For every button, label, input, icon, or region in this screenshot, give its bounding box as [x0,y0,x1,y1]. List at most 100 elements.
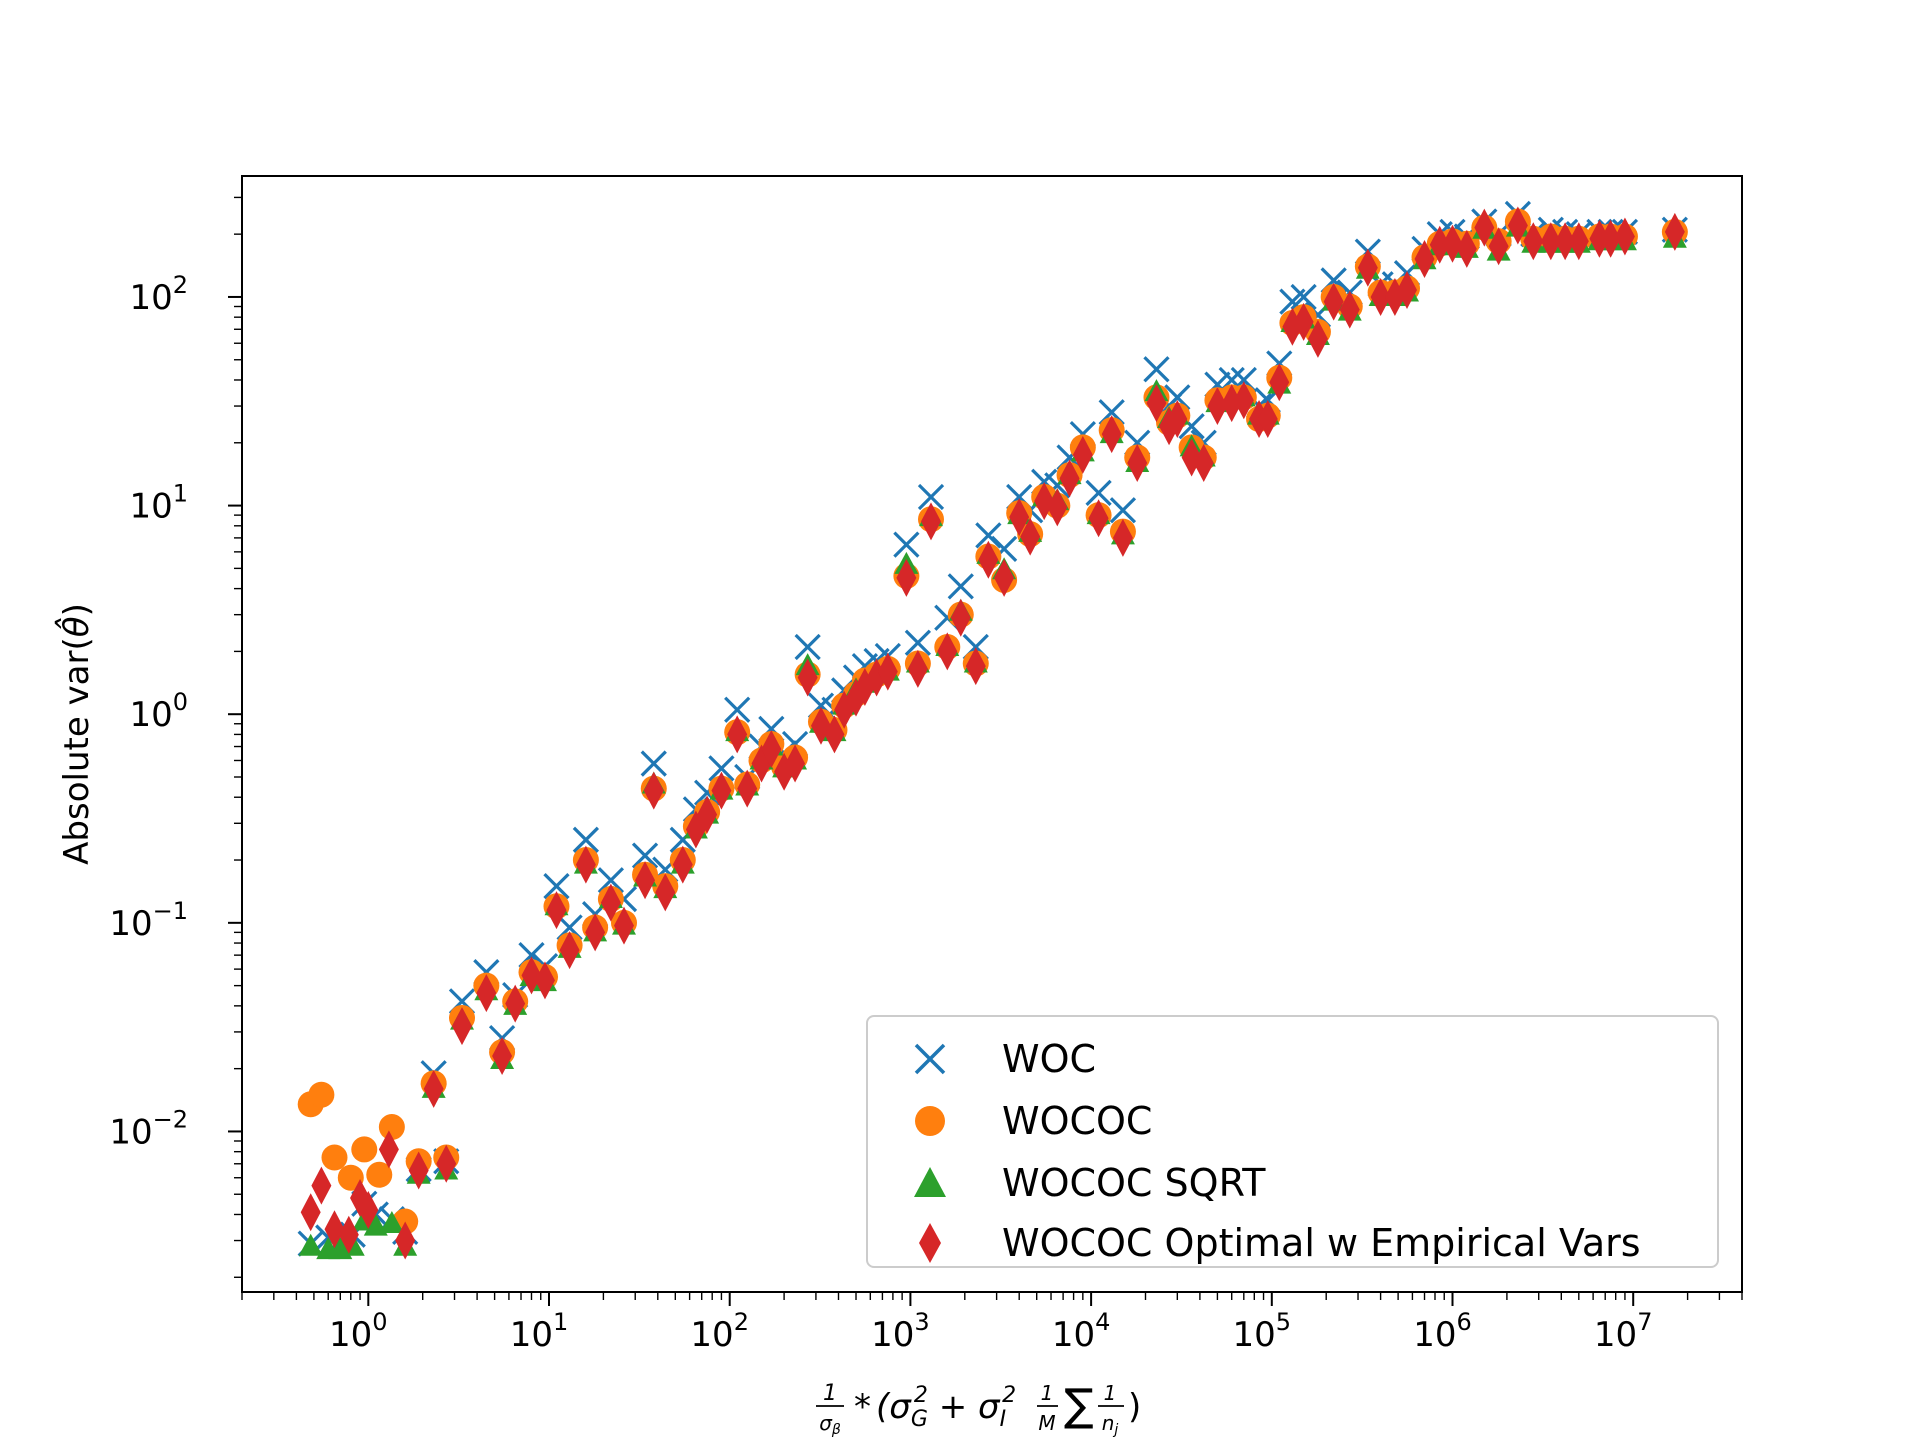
data-point [338,1215,359,1254]
data-point [1290,283,1317,311]
data-point [1269,363,1290,402]
data-point [1072,435,1093,474]
data-point [643,771,664,810]
data-point [797,658,818,697]
data-point [1474,208,1495,247]
data-point [1047,488,1068,527]
data-point [408,1151,429,1190]
data-point [1339,290,1360,329]
svg-text:nj: nj [1102,1411,1119,1438]
diamond-marker-icon [919,1223,941,1263]
x-tick-label: 103 [871,1308,930,1355]
data-point [1143,356,1170,383]
data-point [1664,212,1685,251]
data-point [672,845,693,884]
data-point [937,632,958,671]
data-point [824,715,845,754]
svg-text:): ) [1128,1387,1141,1427]
data-point [1109,497,1137,524]
data-point [1127,443,1148,482]
x-axis-label: 1 σβ * (σG2 + σI2 1 M ∑ 1 nj ) [816,1380,1141,1438]
data-points [297,200,1688,1260]
data-point [794,633,821,661]
legend-entry-wococ: WOCOC [868,1093,1717,1149]
legend: WOC WOCOC WOCOC SQRT WOCOC Optimal w Emp… [866,1015,1719,1268]
data-point [1009,498,1030,537]
data-point [423,1069,444,1108]
data-point [1221,384,1242,423]
triangle-marker-icon [914,1167,946,1197]
data-point [785,744,806,783]
svg-text:1: 1 [1041,1381,1054,1405]
data-point [572,826,600,853]
x-tick-label: 104 [1052,1308,1111,1355]
data-point [1112,518,1133,557]
data-point [708,755,735,782]
x-axis-ticks: 100 101 102 103 104 105 106 107 [241,1292,1743,1355]
y-tick-label: 10−1 [109,897,188,944]
data-point [994,558,1015,597]
data-point [631,842,659,869]
data-point [1397,270,1418,309]
data-point [697,795,718,834]
x-tick-label: 105 [1233,1308,1292,1355]
x-tick-label: 102 [690,1308,749,1355]
data-point [1323,282,1344,321]
data-point [366,1161,393,1188]
svg-text:Absolute var(θ̂): Absolute var(θ̂) [55,603,97,865]
x-marker-icon [914,1043,946,1075]
data-point [324,1210,345,1249]
data-point [917,483,945,511]
data-point [893,531,920,558]
svg-text:1: 1 [823,1381,837,1406]
data-point [597,867,625,894]
data-point [1307,319,1328,358]
data-point [965,647,986,686]
svg-text:M: M [1038,1411,1055,1435]
data-point [351,1136,378,1163]
circle-marker-icon [915,1106,945,1136]
data-point [724,696,751,723]
data-point [904,629,932,656]
data-point [546,891,567,930]
data-point [575,845,596,884]
data-point [1488,227,1509,266]
data-point [1085,479,1112,507]
data-point [613,906,634,945]
data-point [1456,229,1477,268]
data-point [761,730,782,769]
data-point [635,861,656,900]
legend-label-woc: WOC [1002,1037,1097,1081]
y-tick-label: 10−2 [109,1105,188,1152]
series-wococ-optimal-w-empirical-vars [300,206,1685,1260]
data-point [585,913,606,952]
y-tick-label: 102 [129,271,188,318]
svg-text:1: 1 [1104,1381,1117,1405]
legend-entry-woc: WOC [868,1031,1717,1087]
data-point [1146,384,1167,423]
data-point [950,598,971,637]
data-point [655,873,676,912]
legend-entry-wococ-sqrt: WOCOC SQRT [868,1155,1717,1211]
svg-text:∑: ∑ [1064,1380,1094,1431]
data-point [476,974,497,1013]
data-point [436,1144,457,1183]
data-point [600,883,621,922]
y-tick-label: 101 [129,480,188,527]
x-tick-label: 106 [1413,1308,1472,1355]
data-point [1614,217,1635,256]
y-tick-label: 100 [129,688,188,735]
data-point [1568,222,1589,261]
legend-label-wococ-optimal: WOCOC Optimal w Empirical Vars [1002,1221,1641,1265]
data-point [1193,443,1214,482]
data-point [1357,248,1378,287]
data-point [1442,224,1463,263]
data-point [1507,206,1528,245]
svg-text:*: * [854,1387,871,1427]
data-point [395,1221,416,1260]
data-point [534,961,555,1000]
data-point [543,872,570,900]
data-point [1167,400,1188,439]
data-point [1088,499,1109,538]
